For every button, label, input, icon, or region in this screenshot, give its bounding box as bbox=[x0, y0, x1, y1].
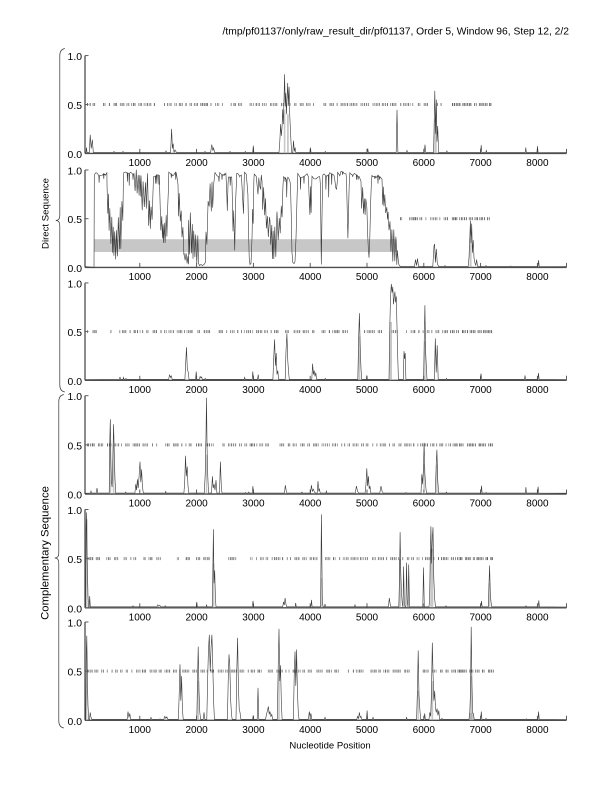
svg-text:Direct Sequence: Direct Sequence bbox=[41, 178, 52, 249]
svg-text:0.5: 0.5 bbox=[68, 101, 83, 112]
svg-text:8000: 8000 bbox=[526, 612, 549, 623]
svg-text:5000: 5000 bbox=[356, 385, 379, 396]
svg-text:0.0: 0.0 bbox=[68, 150, 83, 161]
svg-text:2000: 2000 bbox=[185, 385, 208, 396]
svg-text:0.0: 0.0 bbox=[68, 717, 83, 728]
svg-text:0.5: 0.5 bbox=[68, 215, 83, 226]
svg-text:8000: 8000 bbox=[526, 385, 549, 396]
svg-text:1000: 1000 bbox=[129, 385, 152, 396]
svg-text:4000: 4000 bbox=[299, 499, 322, 510]
svg-text:0.5: 0.5 bbox=[68, 668, 83, 679]
svg-text:1000: 1000 bbox=[129, 612, 152, 623]
svg-text:2000: 2000 bbox=[185, 272, 208, 283]
svg-text:1.0: 1.0 bbox=[68, 52, 83, 63]
svg-text:0.0: 0.0 bbox=[68, 604, 83, 615]
svg-text:8000: 8000 bbox=[526, 499, 549, 510]
svg-text:4000: 4000 bbox=[299, 272, 322, 283]
svg-text:5000: 5000 bbox=[356, 158, 379, 169]
svg-text:Nucleotide Position: Nucleotide Position bbox=[289, 741, 370, 752]
svg-text:0.0: 0.0 bbox=[68, 491, 83, 502]
svg-text:5000: 5000 bbox=[356, 612, 379, 623]
svg-text:3000: 3000 bbox=[242, 272, 265, 283]
svg-text:2000: 2000 bbox=[185, 725, 208, 736]
svg-text:4000: 4000 bbox=[299, 158, 322, 169]
svg-text:5000: 5000 bbox=[356, 272, 379, 283]
svg-text:7000: 7000 bbox=[469, 725, 492, 736]
svg-text:0.0: 0.0 bbox=[68, 377, 83, 388]
svg-text:6000: 6000 bbox=[413, 499, 436, 510]
svg-text:1000: 1000 bbox=[129, 272, 152, 283]
svg-text:6000: 6000 bbox=[413, 612, 436, 623]
svg-text:7000: 7000 bbox=[469, 385, 492, 396]
svg-text:/tmp/pf01137/only/raw_result_d: /tmp/pf01137/only/raw_result_dir/pf01137… bbox=[223, 27, 570, 38]
svg-text:2000: 2000 bbox=[185, 158, 208, 169]
svg-text:5000: 5000 bbox=[356, 499, 379, 510]
svg-text:0.5: 0.5 bbox=[68, 441, 83, 452]
svg-text:7000: 7000 bbox=[469, 612, 492, 623]
svg-text:6000: 6000 bbox=[413, 272, 436, 283]
svg-text:3000: 3000 bbox=[242, 158, 265, 169]
svg-text:3000: 3000 bbox=[242, 499, 265, 510]
svg-text:8000: 8000 bbox=[526, 272, 549, 283]
svg-text:5000: 5000 bbox=[356, 725, 379, 736]
svg-text:1000: 1000 bbox=[129, 499, 152, 510]
svg-text:6000: 6000 bbox=[413, 158, 436, 169]
svg-text:1.0: 1.0 bbox=[68, 506, 83, 517]
svg-text:4000: 4000 bbox=[299, 612, 322, 623]
svg-text:1.0: 1.0 bbox=[68, 167, 83, 178]
svg-text:1.0: 1.0 bbox=[68, 619, 83, 630]
svg-text:Complementary Sequence: Complementary Sequence bbox=[40, 486, 52, 620]
svg-text:7000: 7000 bbox=[469, 158, 492, 169]
svg-text:4000: 4000 bbox=[299, 725, 322, 736]
svg-text:7000: 7000 bbox=[469, 499, 492, 510]
svg-text:6000: 6000 bbox=[413, 385, 436, 396]
svg-text:8000: 8000 bbox=[526, 158, 549, 169]
svg-text:1000: 1000 bbox=[129, 725, 152, 736]
svg-text:1.0: 1.0 bbox=[68, 279, 83, 290]
svg-text:8000: 8000 bbox=[526, 725, 549, 736]
svg-text:0.0: 0.0 bbox=[68, 264, 83, 275]
svg-text:3000: 3000 bbox=[242, 385, 265, 396]
svg-text:2000: 2000 bbox=[185, 612, 208, 623]
svg-text:0.5: 0.5 bbox=[68, 328, 83, 339]
svg-text:7000: 7000 bbox=[469, 272, 492, 283]
svg-text:6000: 6000 bbox=[413, 725, 436, 736]
svg-text:4000: 4000 bbox=[299, 385, 322, 396]
svg-text:3000: 3000 bbox=[242, 612, 265, 623]
svg-text:1.0: 1.0 bbox=[68, 392, 83, 403]
svg-text:2000: 2000 bbox=[185, 499, 208, 510]
svg-text:0.5: 0.5 bbox=[68, 555, 83, 566]
svg-text:3000: 3000 bbox=[242, 725, 265, 736]
svg-text:1000: 1000 bbox=[129, 158, 152, 169]
